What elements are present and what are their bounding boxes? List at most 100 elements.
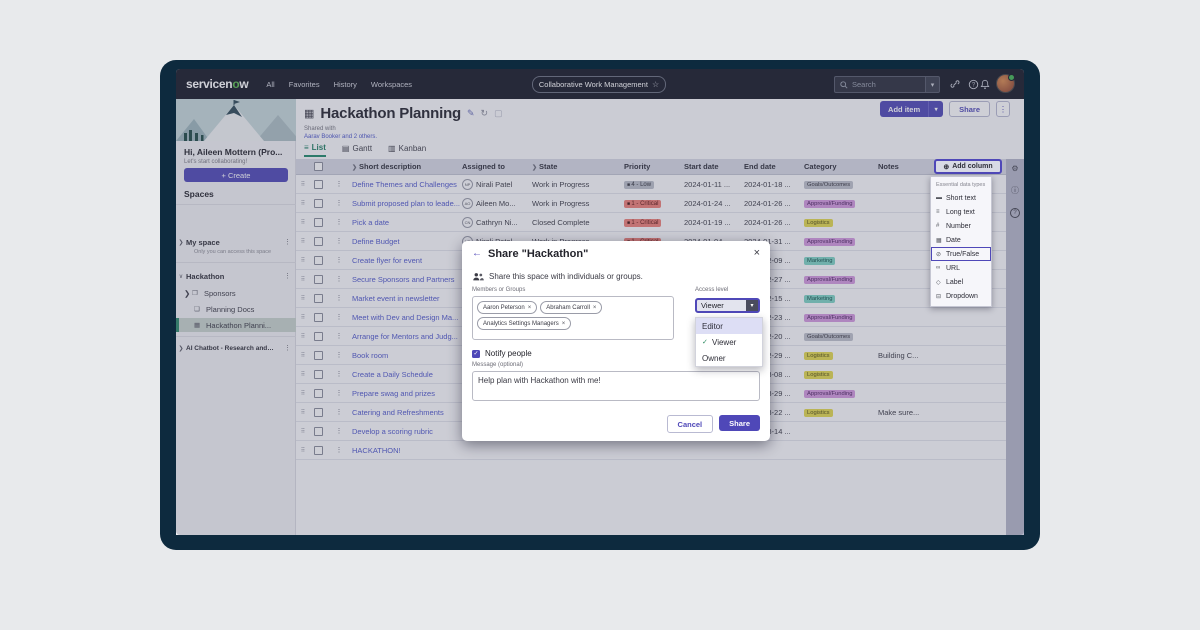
view-tab[interactable]: ▥ Kanban (388, 144, 427, 153)
notify-checkbox[interactable]: ✓ (472, 349, 480, 358)
header-kebab-button[interactable]: ⋮ (996, 101, 1010, 117)
drag-handle-icon[interactable]: ⠿ (300, 333, 306, 340)
nav-menu-item[interactable]: History (333, 79, 357, 89)
create-button[interactable]: + Create (184, 168, 288, 182)
column-header-state[interactable]: ❯ State (532, 162, 558, 171)
back-arrow-icon[interactable]: ← (472, 248, 482, 259)
chevron-right-icon[interactable]: ❯ (178, 345, 184, 352)
drag-handle-icon[interactable]: ⠿ (300, 314, 306, 321)
row-kebab-icon[interactable]: ⋮ (335, 219, 343, 226)
row-kebab-icon[interactable]: ⋮ (335, 447, 343, 454)
chevron-down-icon[interactable]: ∨ (178, 273, 184, 280)
drag-handle-icon[interactable]: ⠿ (300, 276, 306, 283)
row-checkbox[interactable] (313, 407, 323, 417)
add-column-menu-item[interactable]: ▬ Short text (936, 194, 976, 202)
row-kebab-icon[interactable]: ⋮ (335, 390, 343, 397)
add-column-menu-item[interactable]: ∞ URL (936, 264, 961, 272)
servicenow-logo[interactable]: servicenow (186, 77, 249, 91)
row-kebab-icon[interactable]: ⋮ (335, 333, 343, 340)
access-level-option[interactable]: Owner (702, 353, 726, 363)
row-checkbox[interactable] (313, 388, 323, 398)
row-kebab-icon[interactable]: ⋮ (335, 428, 343, 435)
user-avatar[interactable] (996, 74, 1015, 93)
drag-handle-icon[interactable]: ⠿ (300, 447, 306, 454)
add-item-caret[interactable]: ▾ (928, 101, 943, 117)
access-level-option[interactable]: Editor (696, 318, 762, 334)
sidebar-item-sponsors[interactable]: ❯ ❐ Sponsors (184, 288, 236, 298)
row-kebab-icon[interactable]: ⋮ (335, 409, 343, 416)
members-input[interactable]: Aaron Peterson × Abraham Carroll × Analy… (472, 296, 674, 340)
nav-menu-item[interactable]: Favorites (288, 79, 320, 89)
add-column-menu-item[interactable]: ◇ Label (936, 278, 964, 286)
row-checkbox[interactable] (313, 255, 323, 265)
remove-chip-icon[interactable]: × (592, 304, 597, 311)
column-header-assigned-to[interactable]: Assigned to (462, 162, 505, 171)
kebab-icon[interactable]: ⋮ (284, 345, 291, 352)
chevron-right-icon[interactable]: ❯ (184, 288, 191, 298)
column-header-priority[interactable]: Priority (624, 162, 651, 171)
row-kebab-icon[interactable]: ⋮ (335, 276, 343, 283)
sidebar-item-my-space[interactable]: ❯ My space ⋮ (176, 235, 296, 249)
add-column-button[interactable]: ⊕ Add column (934, 159, 1002, 174)
modal-share-button[interactable]: Share (719, 415, 760, 431)
add-column-menu-item[interactable]: ▦ Date (936, 236, 961, 244)
search-input[interactable]: Search (834, 76, 931, 93)
nav-menu-item[interactable]: Workspaces (370, 79, 413, 89)
connect-icon[interactable] (948, 77, 962, 91)
column-header-short-description[interactable]: ❯ Short description (352, 162, 422, 171)
row-checkbox[interactable] (313, 274, 323, 284)
nav-menu-item[interactable]: All (266, 79, 275, 89)
row-checkbox[interactable] (313, 312, 323, 322)
row-checkbox[interactable] (313, 217, 323, 227)
remove-chip-icon[interactable]: × (561, 320, 566, 327)
sidebar-item-planning-docs[interactable]: ❏ Planning Docs (194, 304, 255, 314)
row-kebab-icon[interactable]: ⋮ (335, 295, 343, 302)
drag-handle-icon[interactable]: ⠿ (300, 352, 306, 359)
column-header-end-date[interactable]: End date (744, 162, 776, 171)
row-kebab-icon[interactable]: ⋮ (335, 352, 343, 359)
sidebar-item-ai-chatbot[interactable]: ❯ AI Chatbot - Research and Pla ⋮ (176, 341, 296, 355)
clipboard-icon[interactable]: ▢ (494, 108, 503, 118)
drag-handle-icon[interactable]: ⠿ (300, 257, 306, 264)
sidebar-item-hackathon[interactable]: ∨ Hackathon ⋮ (176, 269, 296, 283)
row-checkbox[interactable] (313, 236, 323, 246)
search-scope-caret[interactable]: ▾ (925, 76, 940, 93)
chevron-right-icon[interactable]: ❯ (178, 239, 184, 246)
column-header-start-date[interactable]: Start date (684, 162, 719, 171)
row-checkbox[interactable] (313, 331, 323, 341)
notifications-bell-icon[interactable] (978, 77, 992, 91)
kebab-icon[interactable]: ⋮ (284, 239, 291, 246)
remove-chip-icon[interactable]: × (527, 304, 532, 311)
sidebar-item-hackathon-planning[interactable]: ▦ Hackathon Planni... (176, 318, 296, 332)
table-row[interactable]: ⠿ ⋮ Submit proposed plan to leade... AO A… (296, 194, 1006, 213)
drag-handle-icon[interactable]: ⠿ (300, 409, 306, 416)
select-all-checkbox[interactable] (313, 162, 323, 171)
close-icon[interactable]: × (753, 247, 760, 259)
row-checkbox[interactable] (313, 198, 323, 208)
drag-handle-icon[interactable]: ⠿ (300, 200, 306, 207)
row-checkbox[interactable] (313, 293, 323, 303)
workspace-pill[interactable]: Collaborative Work Management ☆ (532, 76, 666, 93)
drag-handle-icon[interactable]: ⠿ (300, 238, 306, 245)
row-checkbox[interactable] (313, 350, 323, 360)
add-item-button[interactable]: Add item ▾ (880, 101, 944, 117)
drag-handle-icon[interactable]: ⠿ (300, 390, 306, 397)
view-tab[interactable]: ▤ Gantt (341, 144, 373, 153)
row-checkbox[interactable] (313, 369, 323, 379)
column-header-notes[interactable]: Notes (878, 162, 899, 171)
edit-title-icon[interactable]: ✎ (467, 108, 475, 118)
favorite-star-icon[interactable]: ☆ (651, 80, 660, 89)
row-checkbox[interactable] (313, 426, 323, 436)
help-icon[interactable]: ? (966, 77, 980, 91)
row-kebab-icon[interactable]: ⋮ (335, 238, 343, 245)
refresh-icon[interactable]: ↻ (480, 108, 489, 118)
shared-with-link[interactable]: Aarav Booker and 2 others. (304, 134, 378, 140)
gear-icon[interactable]: ⚙ (1011, 164, 1019, 173)
access-level-option[interactable]: ✓ Viewer (702, 337, 737, 347)
add-column-menu-item[interactable]: ⊘ True/False (931, 247, 991, 261)
add-column-menu-item[interactable]: ≡ Long text (936, 208, 975, 216)
row-kebab-icon[interactable]: ⋮ (335, 314, 343, 321)
row-checkbox[interactable] (313, 445, 323, 455)
kebab-icon[interactable]: ⋮ (284, 273, 291, 280)
row-kebab-icon[interactable]: ⋮ (335, 181, 343, 188)
